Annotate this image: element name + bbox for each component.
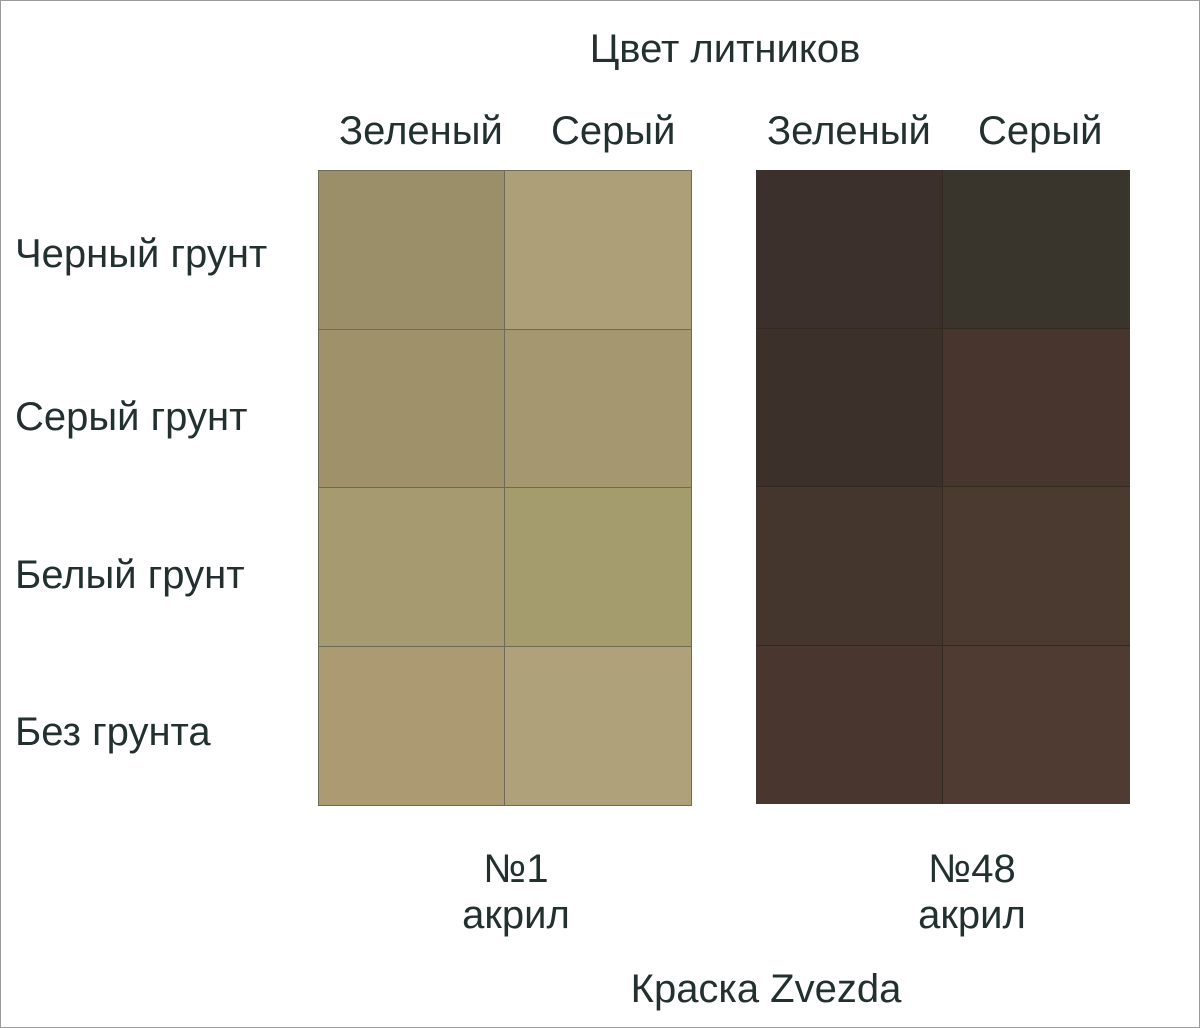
swatch-white-primer-green — [319, 488, 505, 647]
swatch-grid-paint-1 — [318, 170, 692, 806]
swatch-white-primer-gray — [505, 488, 691, 647]
column-header-gray-panel-1: Серый — [551, 109, 676, 153]
paint-number-1: №1 — [483, 847, 549, 891]
swatch-gray-primer-gray — [943, 328, 1130, 487]
paint-number-48: №48 — [928, 847, 1016, 891]
swatch-gray-primer-gray — [505, 329, 691, 488]
swatch-black-primer-gray — [505, 171, 691, 330]
row-label-no-primer: Без грунта — [15, 710, 211, 754]
figure-title: Цвет литников — [589, 27, 861, 71]
row-label-gray-primer: Серый грунт — [15, 395, 248, 439]
column-header-green-panel-2: Зеленый — [767, 109, 931, 153]
paint-type-48: акрил — [918, 893, 1026, 937]
swatch-no-primer-green — [319, 646, 505, 805]
swatch-no-primer-green — [756, 645, 943, 804]
swatch-no-primer-gray — [943, 645, 1130, 804]
swatch-black-primer-gray — [943, 170, 1130, 329]
swatch-black-primer-green — [756, 170, 943, 329]
swatch-black-primer-green — [319, 171, 505, 330]
paint-brand-caption: Краска Zvezda — [630, 967, 902, 1011]
swatch-no-primer-gray — [505, 646, 691, 805]
panel-caption-paint-1: №1 акрил — [396, 846, 636, 938]
paint-type-1: акрил — [462, 893, 570, 937]
row-label-white-primer: Белый грунт — [15, 553, 245, 597]
column-header-green-panel-1: Зеленый — [339, 109, 503, 153]
swatch-gray-primer-green — [756, 328, 943, 487]
swatch-white-primer-green — [756, 487, 943, 646]
swatch-white-primer-gray — [943, 487, 1130, 646]
swatch-gray-primer-green — [319, 329, 505, 488]
panel-caption-paint-48: №48 акрил — [852, 846, 1092, 938]
swatch-grid-paint-48 — [756, 170, 1130, 804]
column-header-gray-panel-2: Серый — [978, 109, 1103, 153]
row-label-black-primer: Черный грунт — [15, 232, 268, 276]
